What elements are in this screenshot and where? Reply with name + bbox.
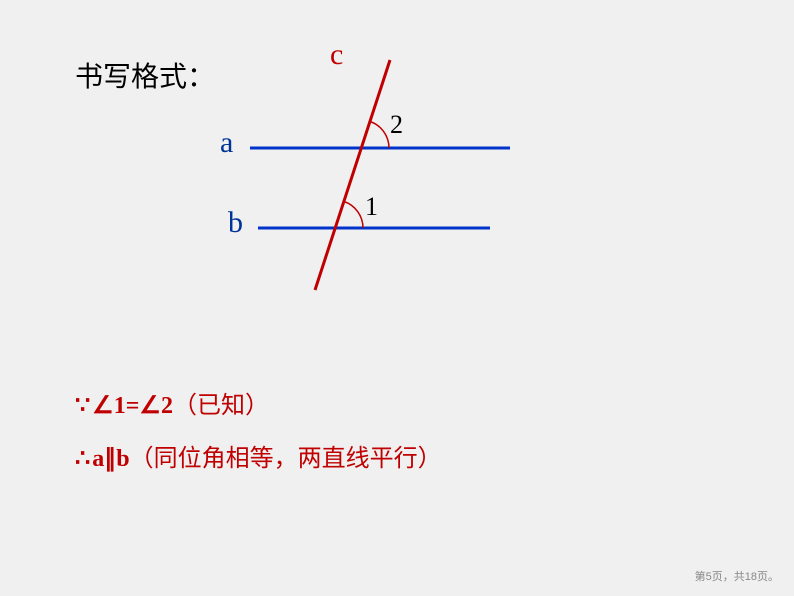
angle-1-label: 1 xyxy=(365,192,378,222)
label-b: b xyxy=(228,206,243,240)
proof2-body: a∥b xyxy=(92,446,129,472)
proof1-body: ∠1=∠2 xyxy=(92,393,173,419)
angle-2-label: 2 xyxy=(390,110,403,140)
geometry-diagram: c a b 2 1 xyxy=(200,40,560,320)
proof-line-1: ∵∠1=∠2（已知） xyxy=(75,385,269,420)
diagram-svg xyxy=(200,40,560,320)
label-c: c xyxy=(330,38,343,72)
proof2-reason: （同位角相等，两直线平行） xyxy=(130,446,442,472)
page-note: 第5页，共18页。 xyxy=(695,568,779,584)
because-symbol: ∵ xyxy=(75,393,92,419)
therefore-symbol: ∴ xyxy=(75,446,92,472)
label-a: a xyxy=(220,126,233,160)
proof-line-2: ∴a∥b（同位角相等，两直线平行） xyxy=(75,438,442,473)
title-text: 书写格式： xyxy=(75,55,215,95)
proof1-reason: （已知） xyxy=(173,393,269,419)
